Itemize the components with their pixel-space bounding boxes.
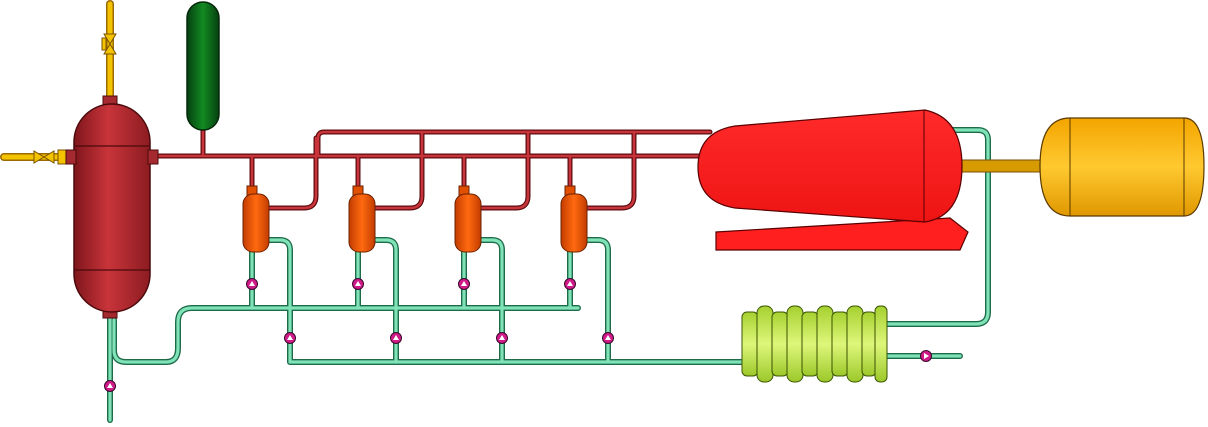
check-valve-icon[interactable] bbox=[458, 278, 470, 290]
accumulator-tank[interactable] bbox=[186, 1, 220, 131]
check-valve-icon[interactable] bbox=[496, 332, 508, 344]
check-valve-icon[interactable] bbox=[284, 332, 296, 344]
separator-vessel[interactable] bbox=[560, 185, 588, 253]
check-valve-icon[interactable] bbox=[352, 278, 364, 290]
check-valve-icon[interactable] bbox=[564, 278, 576, 290]
hot-pipe-network bbox=[149, 127, 713, 211]
bellows-condenser[interactable] bbox=[741, 305, 888, 383]
check-valve-icon[interactable] bbox=[390, 332, 402, 344]
separator-vessel[interactable] bbox=[454, 185, 482, 253]
gate-valve-icon[interactable] bbox=[33, 149, 67, 165]
gate-valve-icon[interactable] bbox=[101, 33, 117, 55]
main-pressure-vessel[interactable] bbox=[65, 95, 159, 319]
turbine-shaft bbox=[954, 159, 1046, 173]
check-valve-icon[interactable] bbox=[104, 380, 116, 392]
check-valve-icon[interactable] bbox=[246, 278, 258, 290]
check-valve-icon[interactable] bbox=[920, 350, 932, 362]
separator-vessel[interactable] bbox=[242, 185, 270, 253]
electric-generator[interactable] bbox=[1039, 117, 1205, 217]
steam-turbine[interactable] bbox=[697, 109, 969, 251]
check-valve-icon[interactable] bbox=[602, 332, 614, 344]
separator-vessel[interactable] bbox=[348, 185, 376, 253]
